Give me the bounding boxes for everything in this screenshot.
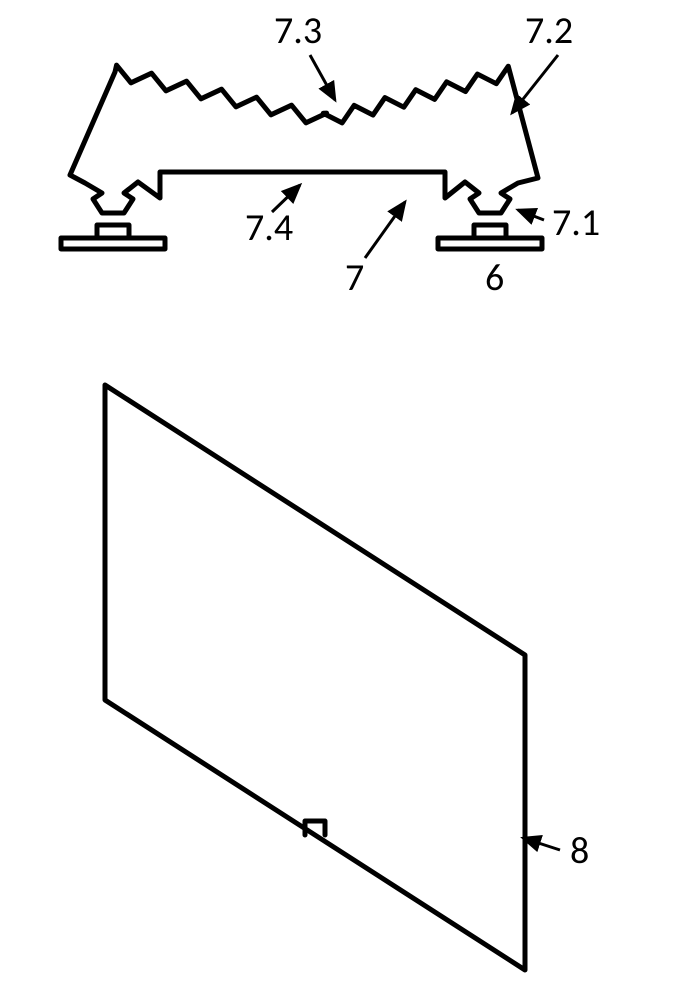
callout-label: 7.4 [245,205,293,251]
callout-label: 6 [485,255,504,301]
callout-label: 8 [570,828,589,874]
callout-label: 7.1 [552,200,600,246]
callout-label: 7.3 [274,8,322,54]
callout-label: 7 [345,255,364,301]
callout-label: 7.2 [525,8,573,54]
